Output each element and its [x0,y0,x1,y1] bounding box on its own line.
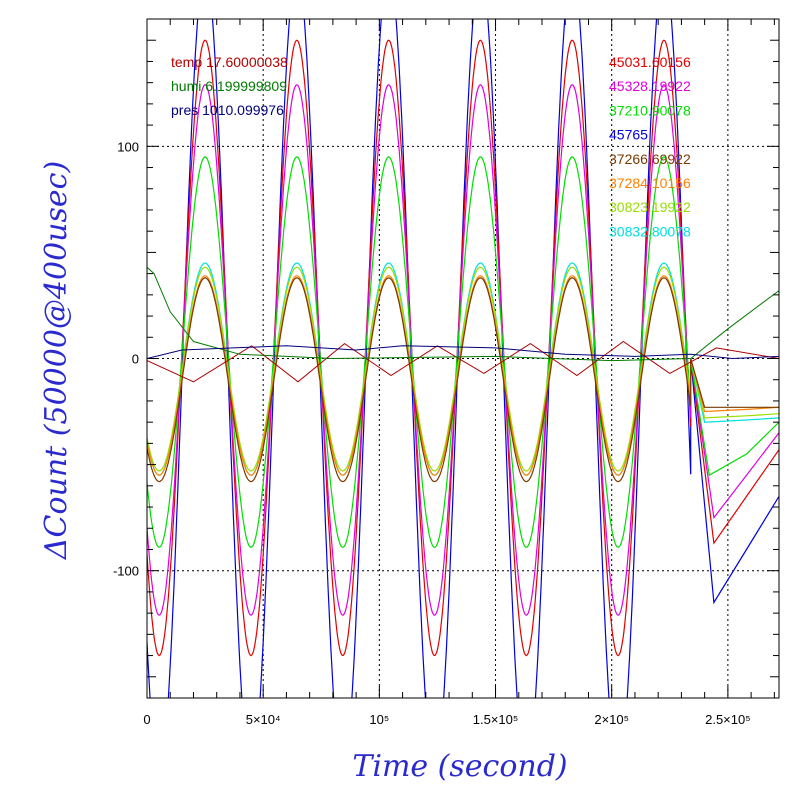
series-line [147,39,779,657]
ticks: 0 5×10⁴ 10⁵ 1.5×10⁵ 2×10⁵ 2.5×10⁵ -100 0 100 [113,19,779,727]
series-line [147,266,779,472]
series-line [147,19,779,698]
series-line [147,84,779,616]
x-tick-label: 2×10⁵ [594,712,629,727]
y-tick-label: -100 [113,564,139,579]
x-tick-label: 5×10⁴ [246,712,281,727]
legend-right-entry: 30832.80078 [609,223,691,239]
legend-right-entry: 30823.19922 [609,199,691,215]
x-axis-title: Time (second) [352,749,567,784]
legend-left-entry: temp 17.60000038 [171,54,288,70]
legend-right-entry: 37284.10156 [609,175,691,191]
y-axis-title: ΔCount (50000@400usec) [39,161,74,560]
series-line [147,156,779,548]
legend: temp 17.60000038 humi 6.199999809 pres 101… [171,54,691,239]
y-tick-label: 100 [117,139,139,154]
series-line [147,277,779,483]
legend-left-entry: humi 6.199999809 [171,78,287,94]
legend-right-entry: 45031.60156 [609,54,691,70]
series-layer [147,19,779,698]
y-tick-label: 0 [132,352,139,367]
legend-right-entry: 37266.69922 [609,151,691,167]
series-line [147,275,779,476]
legend-right-entry: 45765 [609,127,648,143]
x-tick-label: 1.5×10⁵ [473,712,519,727]
legend-right-entry: 45328.19922 [609,78,691,94]
legend-right-entry: 37210.90078 [609,102,691,118]
x-tick-label: 0 [143,712,150,727]
legend-left-entry: pres 1010.099976 [171,102,284,118]
x-tick-label: 10⁵ [369,712,389,727]
env-series-line [147,345,779,360]
x-tick-label: 2.5×10⁵ [705,712,751,727]
env-series-line [147,266,779,362]
env-series-line [147,340,779,383]
